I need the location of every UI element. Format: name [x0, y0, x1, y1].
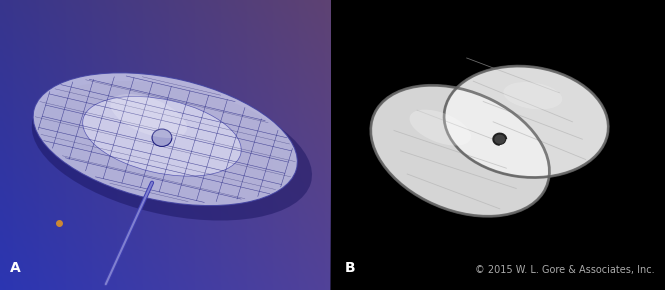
Ellipse shape [444, 66, 608, 177]
Text: B: B [344, 262, 355, 275]
Circle shape [494, 134, 505, 144]
Text: A: A [10, 262, 21, 275]
Text: © 2015 W. L. Gore & Associates, Inc.: © 2015 W. L. Gore & Associates, Inc. [475, 266, 655, 275]
Ellipse shape [33, 73, 297, 206]
Circle shape [152, 129, 172, 146]
Ellipse shape [410, 110, 471, 146]
Ellipse shape [82, 97, 241, 176]
Ellipse shape [503, 82, 562, 109]
Ellipse shape [110, 94, 187, 138]
Ellipse shape [32, 81, 312, 220]
Ellipse shape [371, 85, 549, 216]
